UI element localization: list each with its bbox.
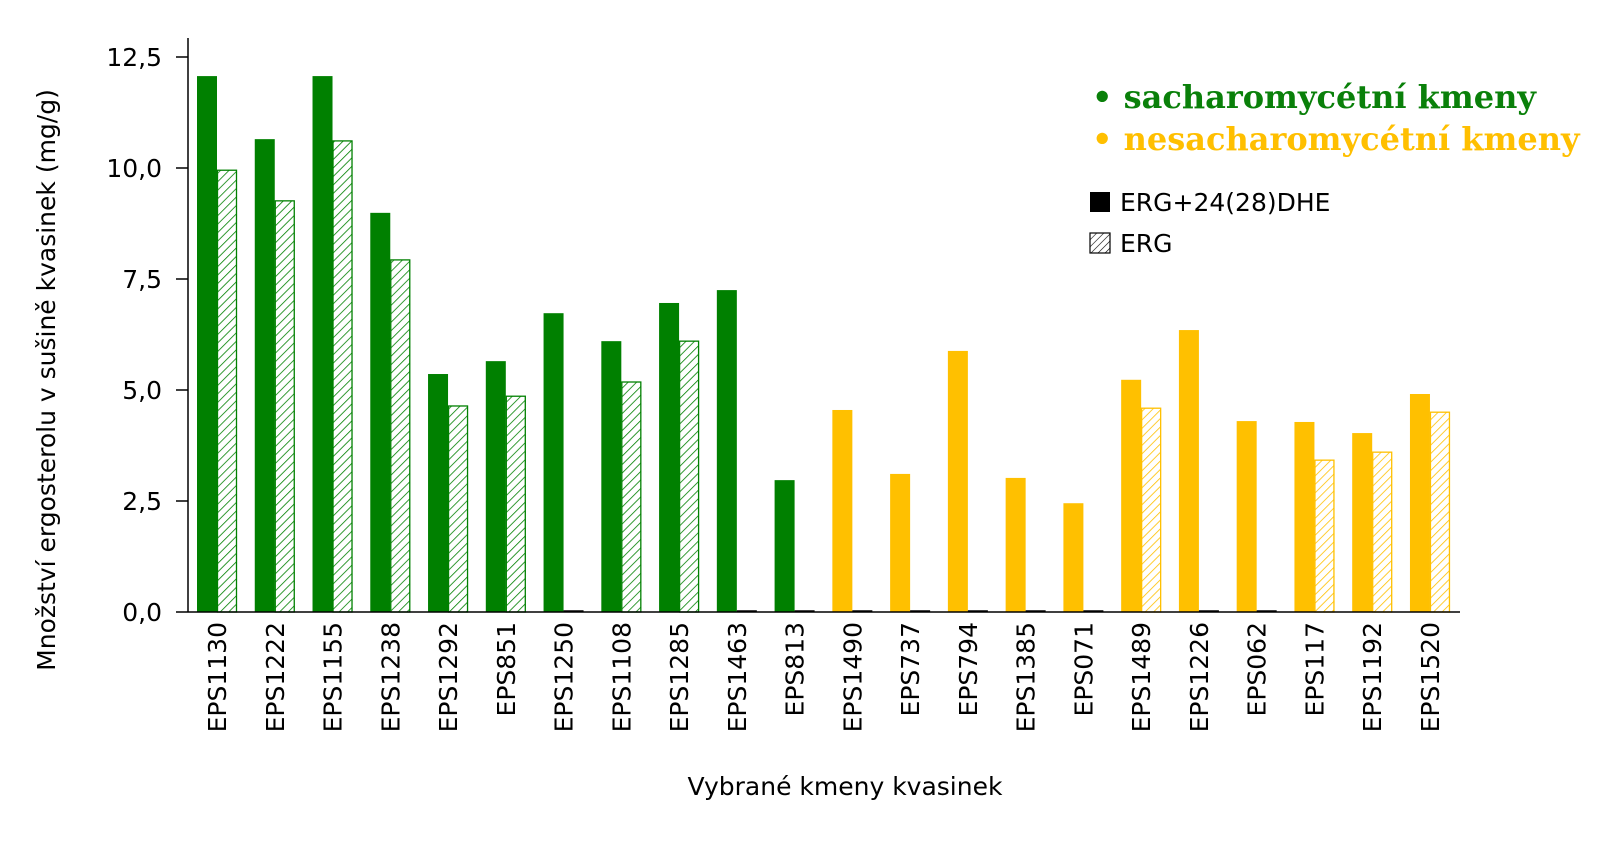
x-tick-label: EPS1490	[838, 622, 867, 732]
x-tick-label: EPS1108	[607, 622, 636, 732]
bar-erg-EPS117	[1314, 459, 1335, 613]
bar-erg-dhe-EPS1285	[659, 302, 680, 612]
legend-swatch-hatched	[1089, 232, 1111, 254]
bar-erg-EPS1192	[1372, 451, 1393, 613]
x-tick-label: EPS1238	[376, 622, 405, 732]
y-tick-label: 12,5	[106, 43, 162, 72]
x-tick-label: EPS117	[1300, 622, 1329, 716]
bar-erg-dhe-EPS851	[485, 361, 506, 612]
bar-erg-EPS1285	[678, 340, 700, 613]
x-axis-title: Vybrané kmeny kvasinek	[688, 772, 1003, 801]
bar-erg-dhe-EPS813	[774, 480, 795, 612]
bar-erg-dhe-EPS1192	[1352, 433, 1373, 612]
x-tick-label: EPS1285	[665, 622, 694, 732]
bar-erg-dhe-EPS1490	[832, 409, 853, 612]
x-tick-label: EPS1130	[203, 622, 232, 732]
bar-erg-dhe-EPS071	[1063, 503, 1084, 612]
bar-erg-EPS1292	[447, 405, 469, 613]
bar-erg-dhe-EPS1155	[312, 76, 333, 613]
y-ticks: 0,0 2,5 5,0 7,5 10,0 12,5	[106, 43, 188, 627]
bar-erg-dhe-EPS1222	[254, 139, 275, 612]
bar-erg-dhe-EPS737	[890, 473, 911, 612]
legend-group-saccharomyces: • sacharomycétní kmeny	[1092, 78, 1537, 116]
bar-erg-EPS1222	[274, 200, 295, 613]
bar-erg-dhe-EPS1238	[370, 212, 391, 612]
bar-erg-dhe-EPS1385	[1005, 477, 1026, 612]
bar-erg-EPS1238	[390, 259, 411, 613]
x-tick-label: EPS813	[781, 622, 810, 716]
y-tick-label: 10,0	[106, 154, 162, 183]
x-tick-label: EPS1226	[1185, 622, 1214, 732]
x-tick-label: EPS851	[492, 622, 521, 716]
bar-erg-EPS1130	[216, 169, 238, 613]
bar-erg-dhe-EPS1489	[1121, 379, 1142, 612]
bar-erg-dhe-EPS1108	[601, 341, 622, 612]
x-tick-label: EPS062	[1243, 622, 1272, 716]
legend-swatch-solid	[1090, 192, 1110, 212]
bar-erg-EPS1489	[1141, 407, 1162, 613]
x-tick-label: EPS1520	[1416, 622, 1445, 732]
y-tick-label: 7,5	[122, 265, 162, 294]
x-tick-label: EPS1385	[1012, 622, 1041, 732]
bar-erg-EPS1155	[332, 140, 353, 613]
axes-layer	[187, 38, 1460, 613]
x-tick-label: EPS071	[1069, 622, 1098, 716]
bar-erg-dhe-EPS1130	[197, 76, 217, 613]
bar-erg-EPS1520	[1429, 411, 1451, 613]
bar-erg-dhe-EPS1520	[1409, 393, 1430, 612]
y-tick-label: 2,5	[122, 487, 162, 516]
x-ticks: EPS1130 EPS1222 EPS1155 EPS1238 EPS1292 EPS85…	[203, 622, 1445, 732]
x-tick-label: EPS1155	[319, 622, 348, 732]
bar-erg-dhe-EPS1226	[1178, 330, 1199, 612]
bar-erg-dhe-EPS1292	[428, 374, 449, 612]
bar-erg-EPS1108	[621, 381, 642, 613]
legend-label-erg: ERG	[1120, 229, 1173, 258]
x-tick-label: EPS1489	[1127, 622, 1156, 732]
x-tick-label: EPS794	[954, 622, 983, 716]
bar-erg-dhe-EPS1463	[716, 290, 737, 612]
x-tick-label: EPS1222	[261, 622, 290, 732]
legend-group-non-saccharomyces: • nesacharomycétní kmeny	[1092, 120, 1581, 158]
x-tick-label: EPS737	[896, 622, 925, 716]
bar-erg-dhe-EPS062	[1236, 421, 1257, 612]
x-tick-label: EPS1292	[434, 622, 463, 732]
bar-erg-dhe-EPS117	[1294, 421, 1315, 612]
x-tick-label: EPS1463	[723, 622, 752, 732]
bars-layer	[197, 76, 1451, 613]
x-tick-label: EPS1192	[1358, 622, 1387, 732]
bar-erg-EPS851	[505, 395, 526, 613]
legend: • sacharomycétní kmeny • nesacharomycétn…	[1089, 78, 1581, 258]
y-tick-label: 5,0	[122, 376, 162, 405]
bar-erg-dhe-EPS794	[947, 350, 968, 612]
y-axis-title: Množství ergosterolu v sušině kvasinek (…	[32, 89, 61, 671]
bar-erg-dhe-EPS1250	[543, 313, 564, 612]
x-tick-label: EPS1250	[550, 622, 579, 732]
y-tick-label: 0,0	[122, 598, 162, 627]
legend-label-erg-dhe: ERG+24(28)DHE	[1120, 188, 1330, 217]
